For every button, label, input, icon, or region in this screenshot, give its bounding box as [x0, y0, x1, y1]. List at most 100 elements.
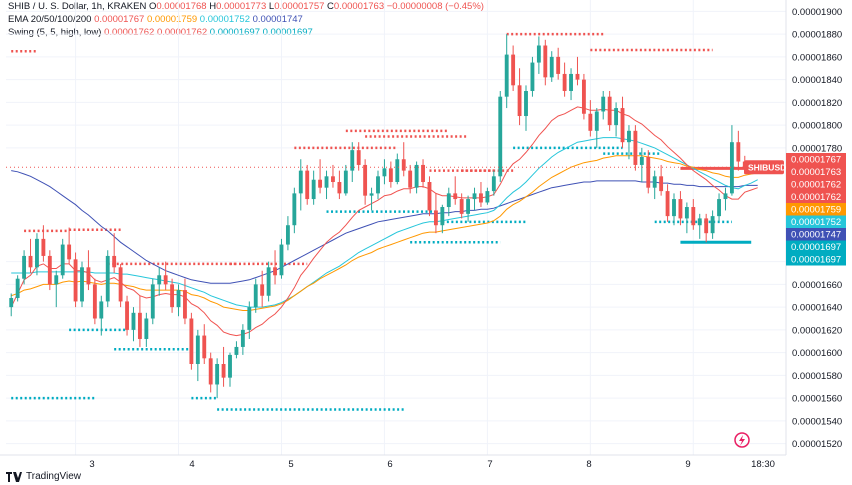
legend-ohlc-value: 0.00001763 [333, 1, 385, 12]
candle-body [324, 176, 329, 188]
candle-body [92, 284, 97, 319]
candle-body [472, 193, 477, 200]
candle-body [318, 179, 323, 188]
price-label-box [786, 203, 846, 216]
candle-body [562, 73, 567, 91]
price-label-box [786, 253, 846, 266]
candle-body [530, 62, 535, 91]
y-tick-label: 0.00001600 [792, 348, 842, 359]
y-tick-label: 0.00001540 [792, 416, 842, 427]
candle-body [208, 358, 213, 385]
candle-body [723, 193, 728, 200]
ema200-line [11, 170, 758, 284]
y-tick-label: 0.00001660 [792, 280, 842, 291]
legend-symbol: SHIB / U. S. Dollar, 1h, KRAKEN [8, 1, 147, 12]
candle-body [144, 318, 149, 339]
price-label: 0.00001763 [791, 167, 841, 178]
price-label: 0.00001697 [791, 242, 841, 253]
candle-body [684, 207, 689, 219]
candle-body [427, 182, 432, 211]
price-label-box [786, 178, 846, 191]
candle-body [86, 267, 91, 285]
candle-body [331, 176, 335, 182]
candle-body [170, 284, 175, 308]
candle-body [672, 199, 676, 217]
candle-body [118, 267, 123, 302]
legend-ema-label: EMA 20/50/100/200 [8, 14, 92, 25]
candle-body [382, 168, 387, 177]
y-tick-label: 0.00001900 [792, 7, 842, 18]
price-label: 0.00001767 [791, 155, 841, 166]
candle-body [28, 255, 33, 268]
candle-body [80, 267, 84, 302]
legend-symbol-row: SHIB / U. S. Dollar, 1h, KRAKEN O0.00001… [8, 0, 484, 13]
candle-body [729, 142, 734, 194]
y-tick-label: 0.00001640 [792, 303, 842, 314]
candle-body [536, 45, 541, 63]
candle-body [607, 96, 612, 126]
candle-body [125, 301, 129, 330]
x-tick-label: 6 [387, 459, 392, 470]
price-label-box [786, 190, 846, 203]
candle-body [105, 255, 110, 302]
candle-body [498, 96, 503, 177]
candle-body [646, 156, 651, 188]
candle-body [195, 335, 200, 364]
legend-ema-value: 0.00001759 [144, 14, 198, 25]
price-label-box [786, 165, 846, 178]
legend-change: −0.00000008 (−0.45%) [384, 1, 484, 12]
candle-body [9, 298, 14, 308]
candle-body [549, 56, 554, 78]
candle-body [588, 113, 593, 131]
candle-body [665, 191, 670, 217]
candle-body [41, 238, 46, 256]
candle-body [60, 244, 65, 276]
candle-body [260, 284, 265, 296]
tradingview-brand-text: TradingView [26, 471, 82, 482]
x-tick-label: 7 [487, 459, 492, 470]
candle-body [414, 164, 419, 188]
candle-body [453, 193, 458, 200]
candle-body [459, 199, 464, 214]
legend-ohlc-key: C [324, 1, 334, 12]
ema50-line [11, 155, 758, 311]
candle-body [112, 255, 117, 268]
legend-ohlc-value: 0.00001768 [156, 1, 207, 12]
candle-body [697, 218, 702, 226]
candle-body [691, 207, 696, 226]
candle-body [189, 318, 194, 364]
candle-body [524, 91, 528, 117]
price-label-box [786, 240, 846, 253]
candle-body [298, 170, 303, 194]
y-tick-label: 0.00001800 [792, 121, 842, 132]
price-label: 0.00001697 [791, 255, 841, 266]
candle-body [221, 364, 226, 378]
candle-body [150, 284, 155, 319]
candle-body [337, 182, 342, 194]
candle-body [176, 290, 181, 308]
candle-body [202, 335, 207, 359]
y-tick-label: 0.00001840 [792, 75, 842, 86]
candle-body [15, 278, 20, 299]
candle-body [253, 284, 258, 308]
candle-body [736, 142, 741, 162]
candle-body [601, 96, 606, 112]
x-tick-label: 9 [685, 459, 690, 470]
price-label: 0.00001762 [791, 192, 841, 203]
candle-body [440, 207, 445, 226]
price-label: 0.00001752 [791, 217, 841, 228]
candle-body [285, 225, 290, 245]
candle-body [678, 199, 683, 219]
candle-body [408, 170, 413, 188]
candle-body [717, 199, 721, 217]
tradingview-brand: TradingView [6, 471, 81, 482]
candle-body [137, 312, 142, 339]
candle-body [215, 364, 220, 385]
candle-body [279, 244, 284, 276]
legend-ohlc-value: 0.00001773 [216, 1, 267, 12]
candle-body [228, 354, 232, 378]
candle-body [350, 150, 355, 171]
candle-body [131, 312, 136, 330]
price-label-box [786, 153, 846, 166]
